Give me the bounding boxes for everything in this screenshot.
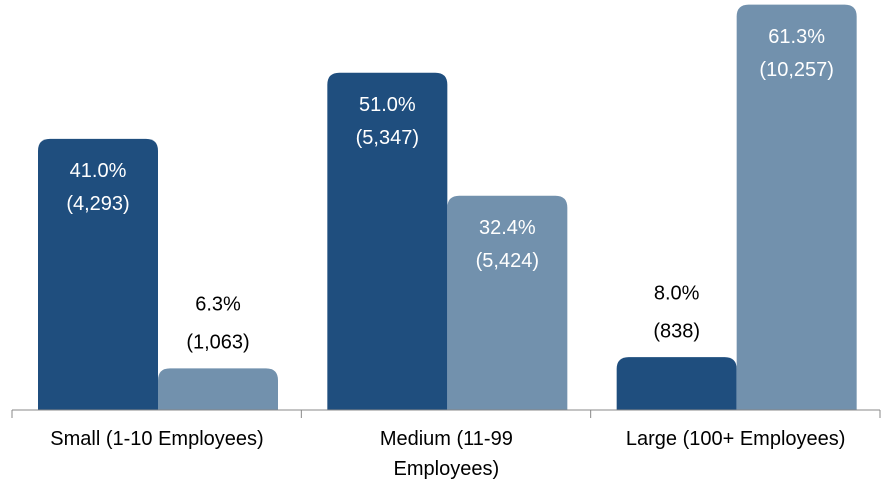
value-label: 61.3% bbox=[768, 26, 825, 48]
value-label: 51.0% bbox=[359, 94, 416, 116]
value-label: 6.3% bbox=[195, 294, 241, 316]
value-label: 32.4% bbox=[479, 217, 536, 239]
bar bbox=[327, 72, 448, 410]
bar bbox=[616, 357, 737, 410]
count-label: (5,424) bbox=[476, 250, 539, 272]
bar bbox=[158, 368, 278, 410]
count-label: (4,293) bbox=[66, 193, 129, 215]
count-label: (838) bbox=[653, 320, 700, 342]
bar bbox=[736, 4, 857, 411]
count-label: (5,347) bbox=[356, 127, 419, 149]
value-label: 8.0% bbox=[654, 282, 700, 304]
count-label: (10,257) bbox=[759, 59, 834, 81]
value-label: 41.0% bbox=[70, 160, 127, 182]
x-tick-label: Small (1-10 Employees) bbox=[50, 428, 264, 450]
bar bbox=[447, 195, 568, 410]
x-tick-label: Medium (11-99 Employees) bbox=[379, 428, 513, 480]
x-tick-label: Large (100+ Employees) bbox=[625, 428, 846, 450]
count-label: (1,063) bbox=[186, 332, 249, 354]
bar bbox=[38, 138, 158, 410]
